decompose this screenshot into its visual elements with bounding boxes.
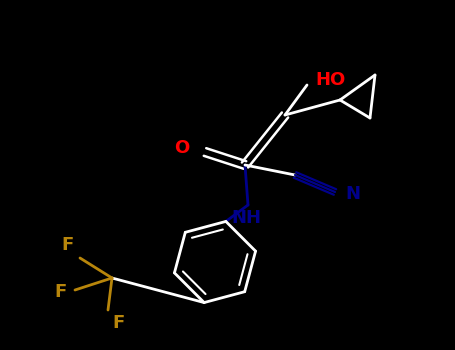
Text: NH: NH — [231, 209, 261, 227]
Text: N: N — [345, 185, 360, 203]
Text: HO: HO — [315, 71, 345, 89]
Text: O: O — [174, 139, 189, 157]
Text: F: F — [112, 314, 124, 332]
Text: F: F — [55, 283, 67, 301]
Text: F: F — [62, 236, 74, 254]
